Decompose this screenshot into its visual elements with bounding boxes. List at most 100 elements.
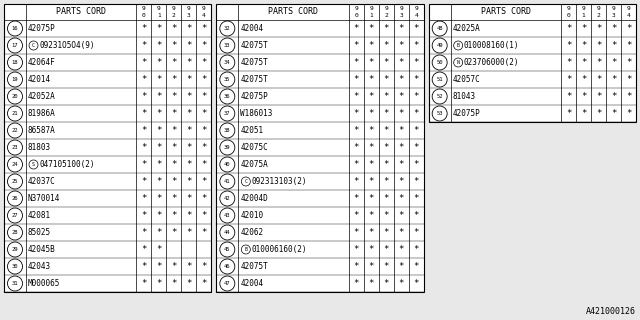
Text: *: *	[383, 109, 389, 118]
Text: *: *	[566, 92, 571, 101]
Text: *: *	[369, 160, 374, 169]
Text: *: *	[413, 92, 419, 101]
Text: *: *	[171, 279, 177, 288]
Bar	[216, 4, 424, 292]
Text: *: *	[171, 75, 177, 84]
Text: *: *	[186, 41, 191, 50]
Text: 50: 50	[436, 60, 443, 65]
Text: *: *	[383, 143, 389, 152]
Text: 092313103(2): 092313103(2)	[252, 177, 307, 186]
Text: *: *	[369, 143, 374, 152]
Text: 40: 40	[224, 162, 230, 167]
Text: *: *	[399, 228, 404, 237]
Text: 9: 9	[627, 6, 630, 11]
Text: 9: 9	[355, 6, 358, 11]
Text: *: *	[186, 211, 191, 220]
Text: 9: 9	[582, 6, 586, 11]
Text: 9: 9	[414, 6, 418, 11]
Text: *: *	[566, 24, 571, 33]
Text: *: *	[186, 279, 191, 288]
Text: PARTS CORD: PARTS CORD	[269, 7, 319, 17]
Text: 46: 46	[224, 264, 230, 269]
Text: 0: 0	[142, 13, 146, 18]
Text: *: *	[141, 126, 147, 135]
Text: *: *	[201, 279, 207, 288]
Text: 047105100(2): 047105100(2)	[39, 160, 95, 169]
Text: 53: 53	[436, 111, 443, 116]
Text: *: *	[566, 58, 571, 67]
Text: 30: 30	[12, 264, 19, 269]
Text: *: *	[413, 41, 419, 50]
Text: 42051: 42051	[241, 126, 264, 135]
Text: *: *	[399, 109, 404, 118]
Text: *: *	[399, 194, 404, 203]
Text: *: *	[626, 92, 631, 101]
Text: 42010: 42010	[241, 211, 264, 220]
Text: *: *	[611, 41, 616, 50]
Text: 3: 3	[399, 13, 403, 18]
Text: *: *	[171, 228, 177, 237]
Text: 43: 43	[224, 213, 230, 218]
Text: 19: 19	[12, 77, 19, 82]
Text: *: *	[201, 160, 207, 169]
Text: 42075A: 42075A	[241, 160, 268, 169]
Text: *: *	[141, 194, 147, 203]
Text: 32: 32	[224, 26, 230, 31]
Text: *: *	[353, 177, 359, 186]
Text: *: *	[141, 228, 147, 237]
Text: *: *	[399, 245, 404, 254]
Text: *: *	[201, 109, 207, 118]
Text: *: *	[383, 194, 389, 203]
Text: *: *	[171, 24, 177, 33]
Text: *: *	[156, 143, 161, 152]
Text: *: *	[413, 24, 419, 33]
Text: *: *	[399, 92, 404, 101]
Text: 42075T: 42075T	[241, 262, 268, 271]
Text: *: *	[141, 245, 147, 254]
Text: *: *	[369, 262, 374, 271]
Text: 9: 9	[596, 6, 600, 11]
Text: *: *	[383, 211, 389, 220]
Text: *: *	[186, 126, 191, 135]
Text: *: *	[353, 211, 359, 220]
Text: *: *	[141, 143, 147, 152]
Text: 2: 2	[172, 13, 176, 18]
Text: 42052A: 42052A	[28, 92, 56, 101]
Text: 45: 45	[224, 247, 230, 252]
Text: 42045B: 42045B	[28, 245, 56, 254]
Text: *: *	[171, 194, 177, 203]
Text: *: *	[369, 24, 374, 33]
Text: *: *	[369, 279, 374, 288]
Text: *: *	[399, 75, 404, 84]
Text: *: *	[399, 279, 404, 288]
Text: *: *	[399, 24, 404, 33]
Text: *: *	[399, 211, 404, 220]
Text: *: *	[383, 58, 389, 67]
Text: *: *	[353, 58, 359, 67]
Text: 4: 4	[414, 13, 418, 18]
Text: *: *	[353, 75, 359, 84]
Text: *: *	[369, 211, 374, 220]
Text: 39: 39	[224, 145, 230, 150]
Text: 81803: 81803	[28, 143, 51, 152]
Text: 010008160(1): 010008160(1)	[463, 41, 519, 50]
Text: *: *	[141, 160, 147, 169]
Text: 42064F: 42064F	[28, 58, 56, 67]
Text: *: *	[596, 92, 601, 101]
Text: *: *	[186, 228, 191, 237]
Text: 42037C: 42037C	[28, 177, 56, 186]
Text: *: *	[141, 177, 147, 186]
Text: *: *	[186, 177, 191, 186]
Text: *: *	[369, 109, 374, 118]
Text: *: *	[399, 41, 404, 50]
Text: *: *	[369, 92, 374, 101]
Text: *: *	[156, 41, 161, 50]
Text: 35: 35	[224, 77, 230, 82]
Text: *: *	[201, 228, 207, 237]
Text: *: *	[369, 126, 374, 135]
Text: 4: 4	[627, 13, 630, 18]
Text: *: *	[171, 58, 177, 67]
Text: B: B	[244, 247, 247, 252]
Text: 42004D: 42004D	[241, 194, 268, 203]
Text: *: *	[156, 211, 161, 220]
